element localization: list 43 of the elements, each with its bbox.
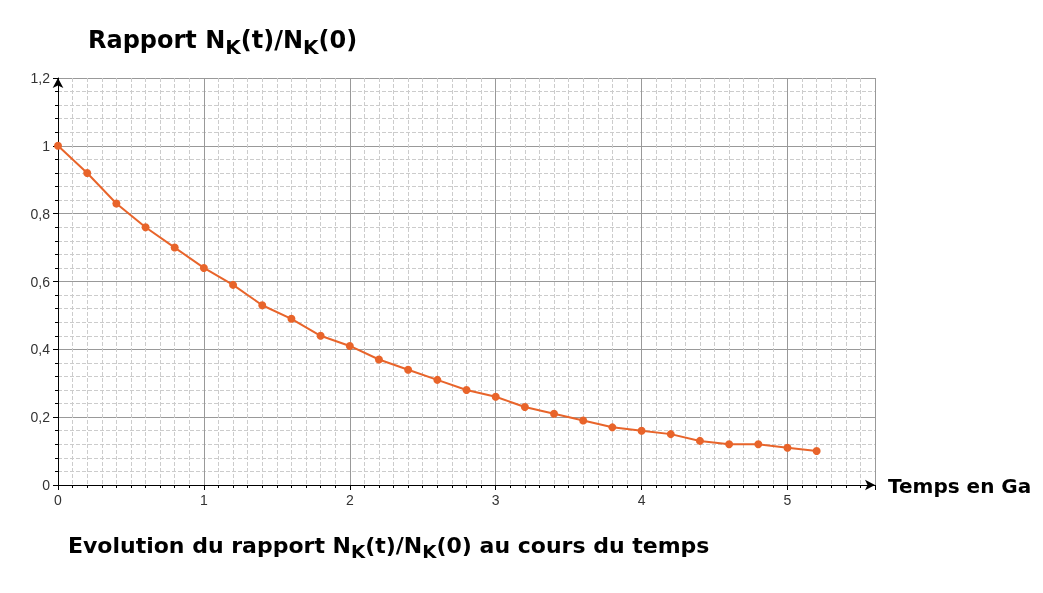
point (112, 199, 121, 208)
x-tick-label: 1 (199, 492, 208, 508)
point (462, 386, 471, 395)
point (229, 280, 238, 289)
y-tick-label: 0,2 (30, 409, 51, 426)
point (666, 430, 675, 439)
x-tick-label: 0 (54, 492, 63, 508)
point (316, 331, 325, 340)
point (54, 141, 62, 150)
point (83, 168, 92, 177)
point (783, 443, 792, 452)
point (170, 243, 179, 252)
point (725, 440, 734, 449)
y-tick-label: 0 (42, 477, 51, 493)
y-tick-label: 1 (42, 137, 51, 154)
point (695, 436, 704, 445)
y-tick-label: 0,4 (30, 341, 51, 358)
point (141, 223, 150, 232)
point (520, 402, 529, 411)
point (754, 440, 763, 449)
point (345, 341, 354, 350)
point (404, 365, 413, 374)
y-tick-label: 0,8 (30, 205, 51, 222)
x-axis-title: Temps en Ga (888, 474, 1032, 498)
x-tick-label: 4 (637, 492, 646, 508)
x-tick-label: 3 (491, 492, 500, 508)
point (374, 355, 383, 364)
text: Evolution du rapport N$_{K}$(t)/N$_{K}$(0) au cours du temps (68, 533, 710, 563)
point (199, 263, 208, 272)
point (812, 447, 821, 456)
point (491, 392, 500, 401)
x-tick-label: 2 (345, 492, 354, 508)
point (433, 375, 442, 384)
y-axis-title: Rapport N$_{K}$(t)/N$_{K}$(0) (88, 26, 358, 59)
point (287, 314, 296, 323)
x-tick-label: 5 (783, 492, 792, 508)
point (258, 301, 267, 310)
point (579, 416, 588, 425)
point (637, 426, 646, 435)
y-tick-label: 1,2 (30, 70, 51, 86)
point (608, 423, 617, 432)
point (550, 409, 559, 418)
y-tick-label: 0,6 (30, 273, 51, 290)
